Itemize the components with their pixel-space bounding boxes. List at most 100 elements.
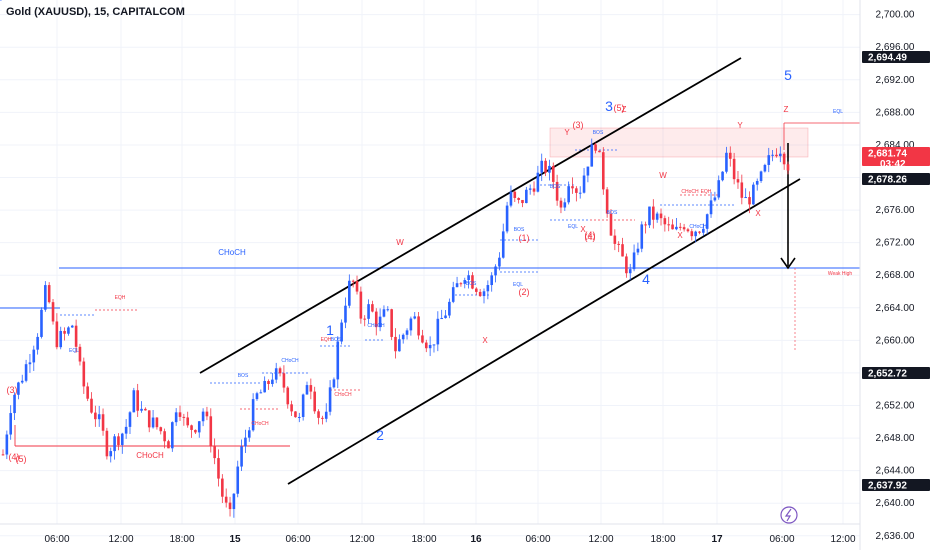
pattern-label: CHoCH <box>136 451 164 460</box>
lightning-icon[interactable] <box>780 506 798 524</box>
candle-body <box>236 466 240 494</box>
candle-body <box>274 368 278 380</box>
price-tag-bg <box>862 51 930 63</box>
y-tick-label: 2,648.00 <box>876 433 915 444</box>
candle-body <box>628 269 632 274</box>
candle-body <box>13 394 16 414</box>
candle-body <box>521 199 524 204</box>
candle-body <box>501 231 505 258</box>
candle-body <box>528 188 532 190</box>
candle-body <box>278 368 282 374</box>
candle-body <box>1 454 5 456</box>
candle-body <box>178 412 182 417</box>
candle-body <box>151 417 155 428</box>
pattern-label: X <box>677 231 683 240</box>
pattern-label: Z <box>622 105 627 114</box>
candle-body <box>251 399 255 431</box>
candle-body <box>305 385 309 395</box>
candle-body <box>709 200 713 215</box>
candle-body <box>86 386 89 399</box>
candle-body <box>509 191 513 206</box>
pattern-label: (5) <box>16 454 27 464</box>
candle-body <box>759 171 763 182</box>
y-tick-label: 2,640.00 <box>876 498 915 509</box>
projection-arrow-head <box>780 257 796 270</box>
candle-body <box>59 330 63 348</box>
candle-body <box>101 414 105 431</box>
price-tag-countdown: 03:42 <box>880 159 906 170</box>
price-tag-bg <box>862 479 930 491</box>
candle-body <box>328 387 332 412</box>
pattern-label: (3) <box>7 385 18 395</box>
candle-body <box>690 231 694 237</box>
candle-body <box>436 318 440 345</box>
candle-body <box>417 316 420 336</box>
candle-body <box>525 189 528 204</box>
candle-body <box>398 339 401 352</box>
y-tick-label: 2,660.00 <box>876 335 915 346</box>
candle-body <box>532 188 536 192</box>
y-tick-label: 2,700.00 <box>876 10 915 21</box>
candle-body <box>309 385 313 392</box>
candle-body <box>498 257 501 267</box>
candle-body <box>17 382 20 395</box>
wave-label: 1 <box>326 322 334 338</box>
x-tick-label: 18:00 <box>411 534 436 545</box>
candle-body <box>190 425 193 430</box>
candle-body <box>267 380 270 385</box>
candle-body <box>344 305 347 323</box>
candle-body <box>290 404 293 412</box>
candle-body <box>428 344 432 349</box>
candle-body <box>332 379 336 388</box>
price-tag-label: 2,652.72 <box>868 369 907 380</box>
x-tick-label: 06:00 <box>44 534 69 545</box>
candle-body <box>217 458 220 479</box>
candle-body <box>767 155 771 165</box>
price-tag-label: 2,637.92 <box>868 481 907 492</box>
candle-body <box>247 430 251 438</box>
candle-body <box>109 451 113 457</box>
candle-body <box>282 373 286 388</box>
candle-body <box>736 179 740 183</box>
candle-body <box>409 318 413 331</box>
candle-body <box>186 417 190 426</box>
candle-body <box>444 315 447 319</box>
x-tick-label: 15 <box>229 534 241 545</box>
candle-body <box>70 325 74 328</box>
candle-body <box>120 433 124 445</box>
candle-body <box>51 302 55 322</box>
candle-body <box>725 152 728 172</box>
candle-body <box>440 318 443 320</box>
y-tick-label: 2,676.00 <box>876 205 915 216</box>
smc-label: EQL <box>513 282 523 288</box>
candle-body <box>575 188 578 193</box>
smc-label: BOS <box>593 130 604 136</box>
candle-body <box>613 235 617 244</box>
candle-body <box>702 228 705 233</box>
candle-body <box>451 287 455 302</box>
candle-body <box>124 426 128 434</box>
candle-body <box>655 213 659 220</box>
candle-body <box>486 285 490 292</box>
candle-body <box>640 224 644 249</box>
price-tag-bg <box>862 367 930 379</box>
candle-body <box>82 361 86 387</box>
pattern-label: W <box>396 238 404 247</box>
x-tick-label: 06:00 <box>525 534 550 545</box>
candle-body <box>659 213 663 219</box>
y-tick-label: 2,692.00 <box>876 75 915 86</box>
smc-label: CHoCH <box>367 323 385 329</box>
candle-body <box>463 280 467 284</box>
smc-label: CHoCH <box>251 421 269 427</box>
smc-label: EQH <box>701 189 712 195</box>
smc-label: BOS <box>238 373 249 379</box>
candle-body <box>644 224 647 226</box>
candle-body <box>459 283 463 285</box>
pattern-label: (4) <box>585 232 596 242</box>
candle-body <box>113 436 116 452</box>
candle-body <box>209 416 213 447</box>
supply-zone <box>549 127 809 158</box>
candle-body <box>286 387 290 405</box>
